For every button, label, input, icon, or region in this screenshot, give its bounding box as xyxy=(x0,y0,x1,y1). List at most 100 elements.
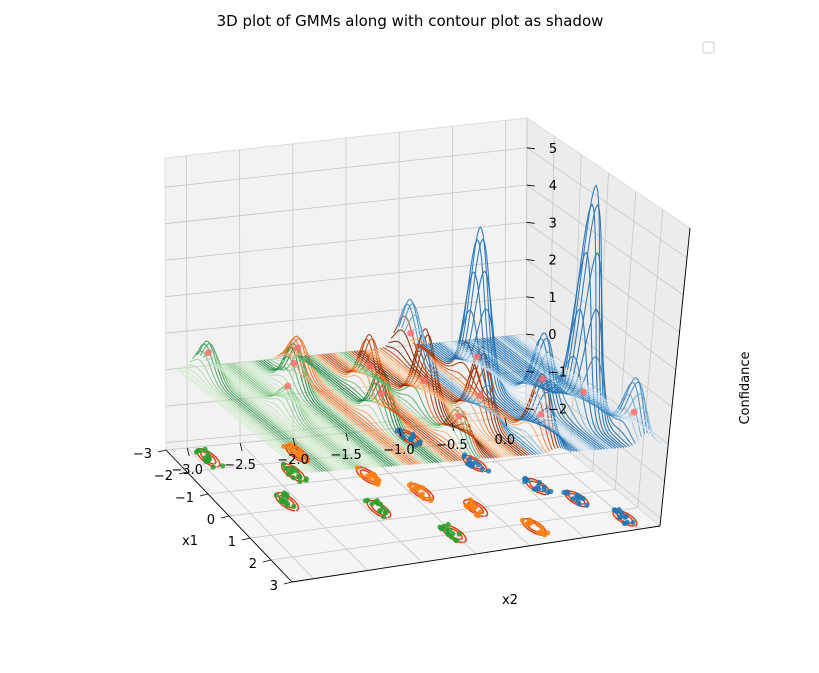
scatter-point xyxy=(535,483,541,489)
grid-line-x1 xyxy=(270,209,664,561)
x1-tick xyxy=(199,493,209,497)
mean-point xyxy=(294,344,302,352)
mean-point xyxy=(407,329,415,337)
scatter-point xyxy=(280,461,287,467)
scatter-point xyxy=(285,501,291,507)
scatter-point xyxy=(584,502,590,508)
x2-tick-label: −0.5 xyxy=(436,438,468,453)
scatter-point xyxy=(303,477,309,483)
scatter-point xyxy=(381,514,387,520)
surface-line xyxy=(271,357,404,466)
z-tick-label: 1 xyxy=(548,291,556,306)
scatter-point xyxy=(415,486,421,493)
scatter-point xyxy=(220,463,226,469)
x2-axis-label: x2 xyxy=(502,593,518,608)
scatter-point xyxy=(469,500,475,506)
surface-line xyxy=(374,348,512,458)
x1-tick xyxy=(241,537,251,541)
scatter-point xyxy=(452,537,458,543)
scatter-point xyxy=(570,496,576,502)
scatter-point xyxy=(542,532,548,538)
surface-line xyxy=(520,334,664,445)
mean-point xyxy=(366,362,374,370)
scatter-point xyxy=(523,476,529,482)
surface-line xyxy=(205,357,335,472)
z-axis-label: Confidance xyxy=(738,351,753,424)
surface-line xyxy=(459,338,600,451)
scatter-point xyxy=(375,479,381,485)
surface-line xyxy=(263,346,396,467)
scatter-point xyxy=(409,487,415,493)
x1-tick-label: 2 xyxy=(249,557,257,572)
surface-line xyxy=(313,354,448,463)
surface-line xyxy=(247,361,379,468)
x1-tick-label: −1 xyxy=(175,491,194,506)
scatter-point xyxy=(527,517,533,523)
z-tick xyxy=(526,147,535,150)
scatter-point xyxy=(427,496,433,502)
scatter-point xyxy=(210,464,216,470)
scatter-point xyxy=(285,466,291,472)
mean-point xyxy=(539,375,547,383)
surface-line xyxy=(215,364,346,471)
surface-line xyxy=(504,335,648,433)
surface-line xyxy=(300,355,434,464)
contour-ring xyxy=(568,492,586,505)
scatter-point xyxy=(406,482,412,488)
surface-line xyxy=(199,343,329,472)
z-tick-label: 5 xyxy=(549,142,557,157)
z-axis-line xyxy=(659,227,691,527)
x2-tick-label: −2.5 xyxy=(224,458,256,473)
surface-line xyxy=(382,346,520,457)
scatter-point xyxy=(384,508,390,514)
x1-tick-label: −3 xyxy=(133,447,152,462)
surface-line xyxy=(502,335,646,435)
surface-line xyxy=(350,350,487,459)
scatter-point xyxy=(623,514,629,520)
scatter-point xyxy=(536,479,543,485)
surface-line xyxy=(218,363,349,471)
mean-point xyxy=(473,353,481,361)
mean-point xyxy=(378,390,385,397)
scatter-point xyxy=(358,472,364,478)
scatter-point xyxy=(297,447,303,453)
mean-point xyxy=(455,412,463,420)
surface-line xyxy=(332,352,467,461)
z-tick-label: 4 xyxy=(549,179,557,194)
scatter-point xyxy=(470,506,477,512)
scatter-point xyxy=(355,465,361,471)
contour-ring xyxy=(521,517,547,536)
mean-point xyxy=(421,377,429,385)
scatter-point xyxy=(285,471,291,477)
surface-line xyxy=(282,335,415,465)
z-tick xyxy=(526,259,535,261)
surface-line xyxy=(268,358,401,467)
surface-line xyxy=(329,349,465,461)
mean-point xyxy=(204,349,212,357)
surface-line xyxy=(327,338,462,462)
scatter-point xyxy=(281,443,287,449)
surface-line xyxy=(319,350,454,462)
x2-tick-label: −2.0 xyxy=(277,453,309,468)
scatter-point xyxy=(486,468,492,474)
scatter-point xyxy=(565,489,571,495)
surface-line xyxy=(335,352,470,461)
x2-tick xyxy=(345,432,349,442)
scatter-point xyxy=(477,509,483,515)
z-tick-label: 0 xyxy=(548,328,556,343)
surface-line xyxy=(242,361,374,469)
grid-line-x1 xyxy=(228,172,609,517)
surface-line xyxy=(181,367,310,474)
surface-line xyxy=(223,363,354,470)
z-tick xyxy=(526,333,535,336)
surface-line xyxy=(356,328,492,459)
contour-ring xyxy=(463,498,489,517)
surface-line xyxy=(491,308,633,446)
scatter-point xyxy=(419,491,425,497)
z-tick xyxy=(526,184,535,187)
scatter-point xyxy=(535,521,541,527)
legend-box xyxy=(702,41,715,54)
scatter-point xyxy=(298,454,304,460)
surface-line xyxy=(342,351,479,460)
